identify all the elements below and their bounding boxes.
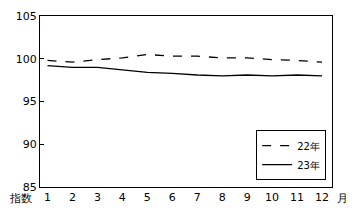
svg-text:9: 9 (244, 191, 251, 204)
svg-text:2: 2 (69, 191, 76, 204)
svg-text:指数: 指数 (9, 192, 32, 205)
svg-text:6: 6 (169, 191, 176, 204)
svg-text:105: 105 (16, 10, 37, 23)
svg-text:10: 10 (265, 191, 279, 204)
svg-text:8: 8 (219, 191, 226, 204)
svg-text:月: 月 (337, 192, 348, 205)
svg-text:90: 90 (23, 138, 37, 151)
svg-text:22年: 22年 (297, 141, 320, 152)
svg-text:23年: 23年 (297, 160, 320, 171)
svg-text:5: 5 (144, 191, 151, 204)
svg-text:7: 7 (194, 191, 201, 204)
svg-text:85: 85 (23, 181, 37, 194)
svg-text:4: 4 (119, 191, 126, 204)
svg-text:1: 1 (44, 191, 51, 204)
svg-text:100: 100 (16, 53, 37, 66)
svg-text:95: 95 (23, 95, 37, 108)
svg-text:11: 11 (290, 191, 304, 204)
svg-text:12: 12 (315, 191, 329, 204)
svg-text:3: 3 (94, 191, 101, 204)
